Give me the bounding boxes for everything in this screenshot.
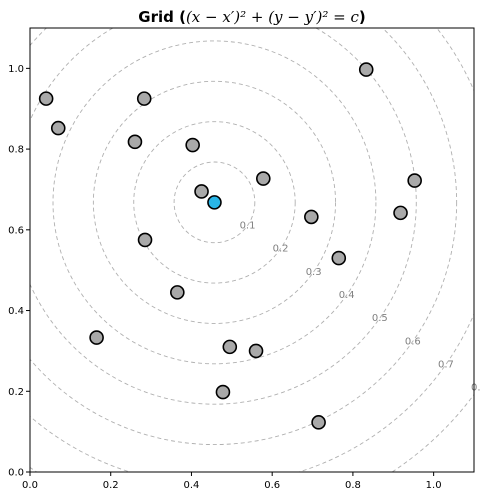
data-point-16 [222, 339, 238, 355]
data-point-13 [137, 232, 153, 248]
ring-4 [52, 40, 377, 365]
points-layer [38, 62, 422, 430]
ring-label-6: 0.6 [405, 336, 421, 347]
data-point-15 [89, 330, 104, 345]
ring-labels-layer: 0.1 0.2 0.3 0.4 0.5 0.6 0.7 0.8 [240, 221, 480, 394]
data-point-4 [127, 134, 143, 150]
data-point-2 [50, 120, 66, 136]
ring-7 [30, 28, 474, 472]
data-point-18 [215, 384, 231, 400]
y-tick-label-3: 0.6 [8, 225, 24, 236]
ring-label-2: 0.2 [273, 244, 289, 255]
y-tick-label-5: 1.0 [8, 64, 24, 75]
y-tick-label-0: 0.0 [8, 468, 24, 479]
ring-5 [30, 28, 417, 405]
ring-label-7: 0.7 [438, 359, 454, 370]
ring-6 [30, 28, 458, 445]
data-point-3 [136, 91, 152, 106]
ring-label-5: 0.5 [372, 313, 388, 324]
data-point-8 [358, 62, 374, 77]
x-tick-label-2: 0.4 [184, 480, 200, 491]
x-tick-label-1: 0.2 [103, 480, 119, 491]
data-point-14 [170, 285, 185, 300]
data-point-10 [393, 205, 408, 221]
data-point-7 [256, 171, 271, 186]
plot-frame [29, 27, 475, 473]
y-tick-label-4: 0.8 [8, 145, 24, 156]
data-point-12 [331, 250, 347, 266]
x-tick-label-4: 0.8 [345, 480, 361, 491]
chart-title-prefix: Grid ( [138, 8, 186, 26]
y-tick-label-2: 0.4 [8, 306, 24, 317]
y-tick-label-1: 0.2 [8, 387, 24, 398]
ring-3 [92, 80, 337, 324]
ring-label-4: 0.4 [339, 290, 355, 301]
center-point [207, 195, 222, 210]
ring-label-1: 0.1 [240, 221, 256, 232]
data-point-19 [311, 415, 326, 430]
chart-title-suffix: ) [359, 8, 366, 26]
data-point-6 [194, 184, 209, 199]
axes-layer: 0.0 0.2 0.4 0.6 0.8 1.0 0.0 0.2 0.4 0.6 0.8 1.0 [8, 27, 475, 491]
chart-title: Grid ((x − x′)² + (y − y′)² = c) [138, 8, 365, 26]
x-tick-label-0: 0.0 [22, 480, 38, 491]
x-tick-label-3: 0.6 [264, 480, 280, 491]
ring-label-3: 0.3 [306, 267, 322, 278]
x-tick-label-5: 1.0 [426, 480, 442, 491]
ring-1 [173, 161, 256, 244]
chart-title-math: (x − x′)² + (y − y′)² = c [186, 8, 360, 26]
ring-2 [133, 121, 296, 284]
ring-label-8: 0.8 [471, 383, 480, 394]
data-point-1 [38, 91, 54, 106]
data-point-5 [185, 137, 200, 153]
data-point-17 [248, 343, 264, 359]
data-point-9 [407, 173, 422, 188]
data-point-11 [304, 209, 319, 225]
